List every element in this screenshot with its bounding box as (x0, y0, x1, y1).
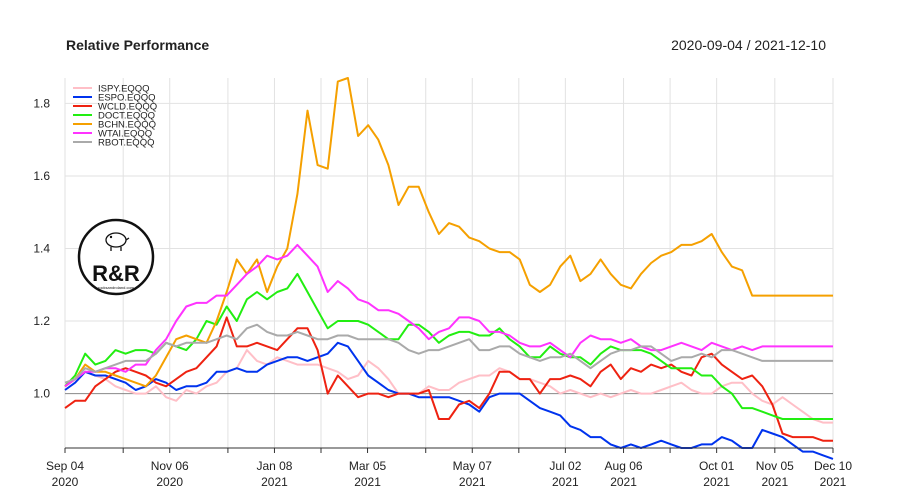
series-line-wtai-eqqq (64, 243, 833, 388)
x-tick-label: Sep 04 (46, 459, 84, 473)
x-tick-label-year: 2021 (459, 475, 486, 489)
rr-logo: R&R rocksandroland.com (77, 218, 155, 296)
axes: Sep 04 2020 Nov 06 2020 Jan 08 2021 Mar 05 2021… (33, 96, 852, 489)
series-lines (64, 77, 834, 460)
legend-label: BCHN.EQQQ (98, 119, 156, 130)
legend: ISPY.EQQQESPO.EQQQWCLD.EQQQDOCT.EQQQBCHN… (73, 83, 157, 148)
legend-label: DOCT.EQQQ (98, 110, 155, 121)
y-tick-label: 1.4 (33, 241, 50, 255)
x-tick-label: Nov 06 (151, 459, 189, 473)
y-tick-label: 1.8 (33, 96, 50, 110)
x-tick-label-year: 2021 (703, 475, 730, 489)
legend-label: RBOT.EQQQ (98, 137, 154, 148)
y-tick-label: 1.6 (33, 169, 50, 183)
legend-label: WTAI.EQQQ (98, 128, 152, 139)
series-line-bchn-eqqq (64, 77, 833, 388)
x-tick-label: Dec 10 (814, 459, 852, 473)
x-tick-label-year: 2021 (610, 475, 637, 489)
x-tick-label-year: 2020 (52, 475, 79, 489)
x-tick-label: Jan 08 (256, 459, 292, 473)
series-line-rbot-eqqq (64, 323, 833, 384)
series-line-wcld-eqqq (64, 316, 833, 442)
y-tick-label: 1.0 (33, 387, 50, 401)
legend-label: ESPO.EQQQ (98, 92, 156, 103)
y-tick-label: 1.2 (33, 314, 50, 328)
x-tick-label-year: 2021 (552, 475, 579, 489)
x-tick-label-year: 2021 (261, 475, 288, 489)
date-range: 2020-09-04 / 2021-12-10 (671, 37, 826, 53)
series-line-espo-eqqq (64, 341, 834, 460)
piggy-bank-icon (105, 232, 130, 251)
x-tick-label: Jul 02 (549, 459, 581, 473)
x-tick-label: Aug 06 (605, 459, 643, 473)
x-tick-label: Oct 01 (699, 459, 735, 473)
x-tick-label: May 07 (453, 459, 493, 473)
chart-title: Relative Performance (66, 37, 210, 53)
grid (64, 78, 834, 448)
legend-label: WCLD.EQQQ (98, 101, 157, 112)
x-tick-label-year: 2020 (156, 475, 183, 489)
x-tick-label-year: 2021 (354, 475, 381, 489)
x-tick-label: Nov 05 (756, 459, 794, 473)
x-tick-label-year: 2021 (820, 475, 847, 489)
logo-subtext: rocksandroland.com (98, 285, 135, 290)
legend-label: ISPY.EQQQ (98, 83, 150, 94)
x-tick-label-year: 2021 (761, 475, 788, 489)
logo-text: R&R (92, 261, 140, 286)
series-line-ispy-eqqq (64, 349, 833, 424)
x-tick-label: Mar 05 (349, 459, 387, 473)
